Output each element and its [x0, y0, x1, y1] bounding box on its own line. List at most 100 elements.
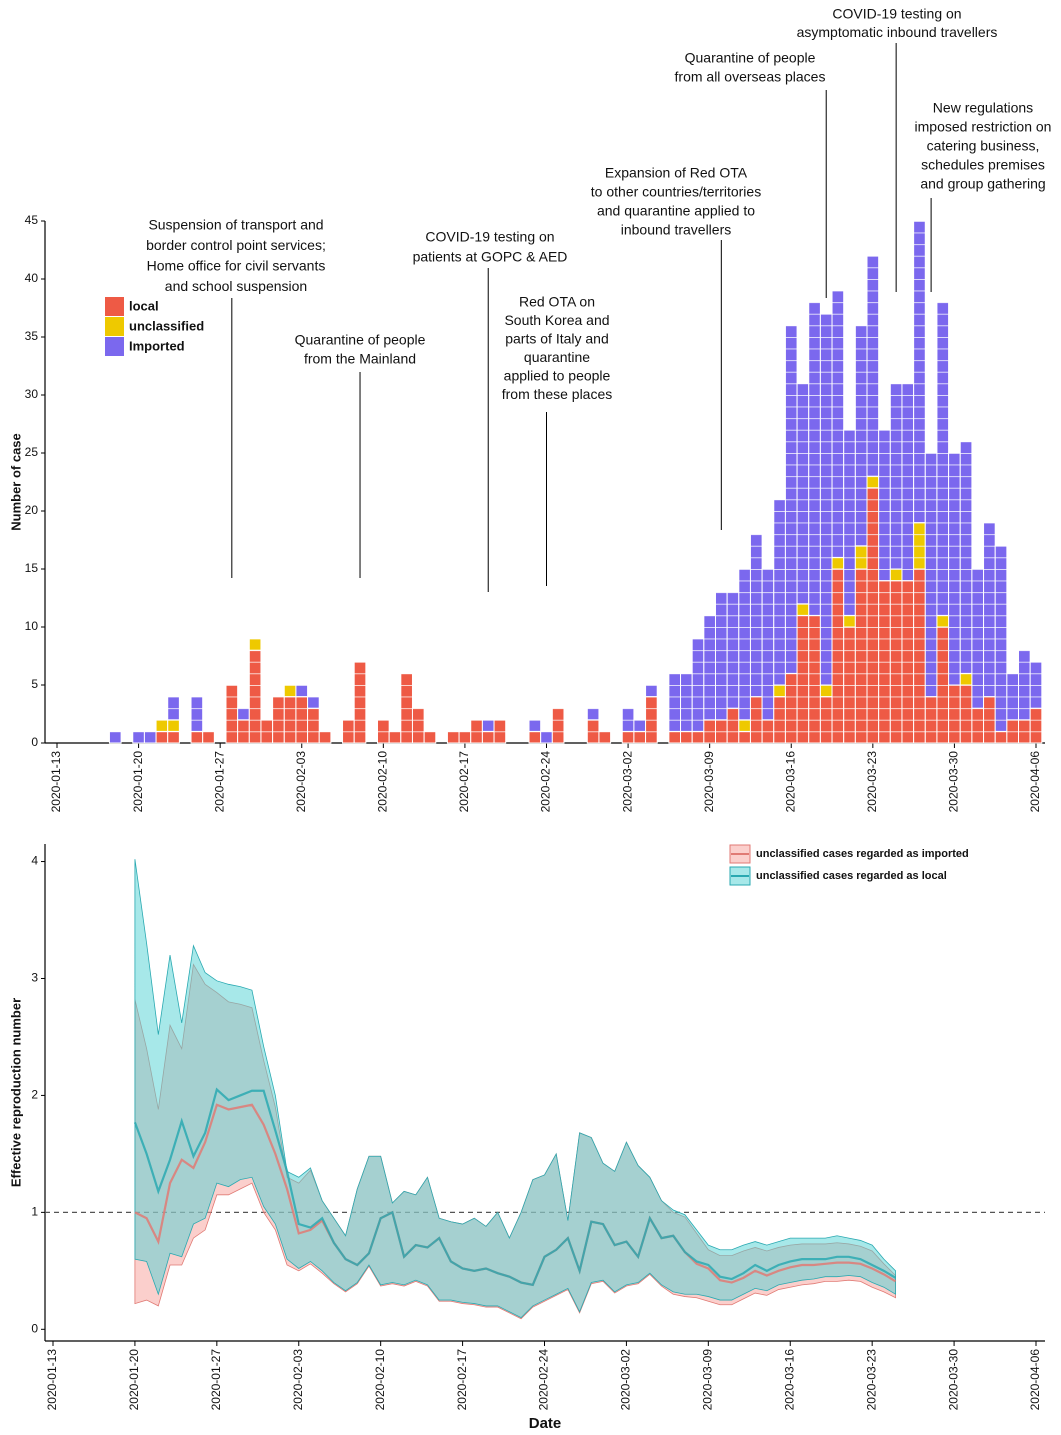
x-tick-label: 2020-03-30 — [947, 751, 961, 813]
bar-segment — [948, 684, 961, 744]
bar-segment — [959, 684, 973, 744]
bar-segment — [913, 568, 926, 744]
y-tick-label: 3 — [31, 971, 38, 985]
legend-label: local — [129, 298, 159, 313]
x-tick-label: 2020-02-10 — [376, 751, 390, 813]
bar-segment — [528, 730, 542, 744]
bar-segment — [377, 719, 390, 744]
y-tick-label: 15 — [25, 561, 39, 575]
bar-segment — [248, 649, 262, 744]
bar-segment — [167, 730, 180, 744]
annotation-text: and quarantine applied to — [597, 203, 755, 219]
bar-segment — [295, 684, 309, 698]
bar-segment — [749, 533, 763, 698]
bar-segment — [1006, 719, 1020, 744]
annotation-text: to other countries/territories — [591, 184, 761, 200]
annotation-text: applied to people — [504, 368, 611, 384]
x-tick-label: 2020-01-13 — [49, 751, 63, 813]
bar-segment — [773, 498, 786, 686]
bar-segment — [1029, 707, 1043, 744]
annotation-text: quarantine — [524, 349, 590, 365]
x-tick-label: 2020-04-06 — [1028, 1349, 1042, 1411]
annotation-text: asymptomatic inbound travellers — [797, 24, 998, 40]
annotation-text: Suspension of transport and — [148, 217, 323, 233]
bar-segment — [901, 382, 915, 582]
y-tick-label: 25 — [25, 445, 39, 459]
x-tick-label: 2020-02-17 — [457, 751, 471, 813]
bar-segment — [761, 568, 775, 721]
x-tick-label: 2020-03-02 — [620, 751, 634, 813]
bar-segment — [913, 522, 926, 570]
bar-segment — [1006, 672, 1020, 721]
bar-segment — [936, 626, 950, 744]
bar-segment — [971, 707, 985, 744]
bar-segment — [843, 429, 856, 616]
bar-segment — [714, 591, 728, 721]
x-axis-title: Date — [529, 1415, 562, 1432]
annotation-text: Quarantine of people — [295, 332, 426, 348]
bar-segment — [1018, 649, 1031, 721]
bar-segment — [866, 475, 880, 489]
confidence-band — [134, 859, 896, 1319]
bar-segment — [260, 719, 274, 744]
bar-segment — [726, 707, 740, 744]
bar-segment — [784, 324, 798, 674]
bar-segment — [155, 719, 169, 732]
bar-segment — [796, 603, 810, 616]
bar-segment — [1018, 719, 1031, 744]
bar-segment — [889, 382, 903, 570]
bar-segment — [924, 696, 938, 744]
bar-segment — [411, 707, 425, 744]
annotation-text: parts of Italy and — [505, 331, 609, 347]
x-tick-label: 2020-03-23 — [864, 1349, 878, 1411]
bar-segment — [738, 730, 751, 744]
y-tick-label: 4 — [31, 854, 38, 868]
y-tick-label: 1 — [31, 1205, 38, 1219]
bar-segment — [854, 568, 868, 744]
bar-segment — [143, 730, 157, 744]
bar-segment — [283, 696, 297, 744]
legend-swatch — [105, 317, 124, 336]
bar-segment — [645, 696, 658, 744]
bar-segment — [796, 382, 810, 605]
x-tick-label: 2020-03-23 — [865, 751, 879, 813]
x-tick-label: 2020-01-27 — [209, 1349, 223, 1411]
bar-segment — [621, 707, 635, 732]
bar-segment — [458, 730, 472, 744]
bar-segment — [237, 707, 250, 721]
legend-swatch — [105, 337, 124, 356]
bar-segment — [633, 730, 647, 744]
x-tick-label: 2020-02-24 — [539, 751, 553, 813]
bar-segment — [633, 719, 647, 732]
bar-segment — [342, 719, 355, 744]
bar-segment — [784, 672, 798, 744]
legend-swatch — [105, 297, 124, 316]
x-tick-label: 2020-01-20 — [131, 751, 145, 813]
bar-segment — [272, 696, 285, 744]
bar-segment — [971, 568, 985, 709]
bar-segment — [680, 730, 693, 744]
y-tick-label: 35 — [25, 329, 39, 343]
bar-segment — [796, 614, 810, 744]
bar-segment — [283, 684, 297, 698]
bar-segment — [726, 591, 740, 709]
bar-segment — [703, 614, 716, 721]
bar-segment — [167, 696, 180, 721]
bar-segment — [691, 638, 705, 732]
legend-label: unclassified cases regarded as local — [756, 870, 947, 882]
bar-segment — [854, 324, 868, 547]
bar-segment — [866, 255, 880, 477]
annotation-text: New regulations — [933, 100, 1033, 116]
bar-segment — [866, 487, 880, 744]
x-tick-label: 2020-02-10 — [373, 1349, 387, 1411]
bar-segment — [481, 719, 495, 732]
x-tick-label: 2020-04-06 — [1028, 751, 1042, 813]
bar-segment — [959, 440, 973, 674]
bar-segment — [586, 707, 600, 721]
bar-segment — [132, 730, 145, 744]
bar-segment — [936, 614, 950, 628]
annotation-text: patients at GOPC & AED — [413, 249, 568, 265]
bar-segment — [703, 719, 716, 744]
bar-segment — [353, 661, 367, 744]
